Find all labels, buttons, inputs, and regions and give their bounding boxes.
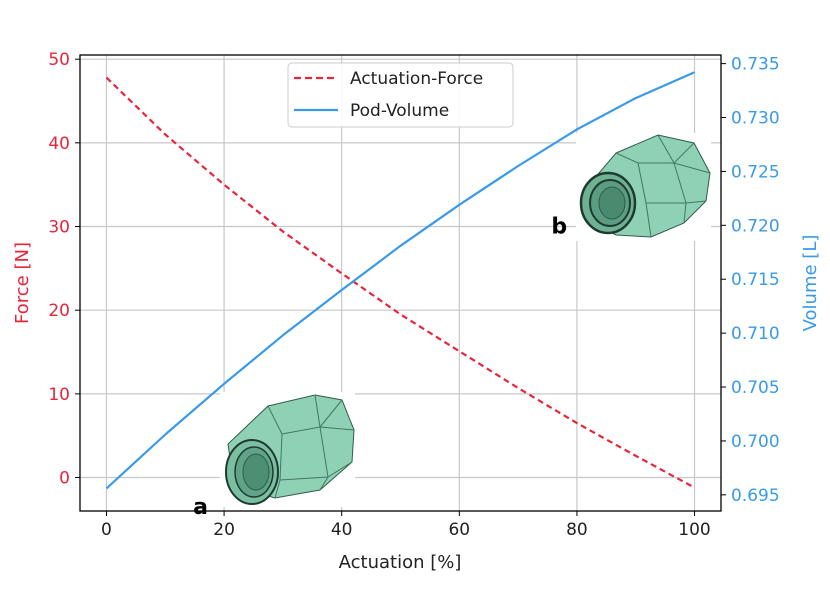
pod-image-b <box>576 133 711 241</box>
left-tick-label: 40 <box>48 134 70 154</box>
left-tick-label: 10 <box>48 385 70 405</box>
legend: Actuation-Force Pod-Volume <box>287 62 514 128</box>
right-tick-label: 0.695 <box>731 486 780 506</box>
x-tick-label: 0 <box>101 520 112 540</box>
force-series-line <box>105 76 696 489</box>
volume-series-line <box>105 71 695 490</box>
x-tick-label: 40 <box>331 520 353 540</box>
ticks: 0 20 40 60 80 100 0 10 20 30 40 50 0.695 0.700 0.705 0.… <box>48 50 779 540</box>
x-axis-label: Actuation [%] <box>339 552 462 573</box>
left-tick-label: 30 <box>48 218 70 238</box>
left-tick-label: 20 <box>48 301 70 321</box>
pod-image-a <box>220 392 355 507</box>
legend-label-volume: Pod-Volume <box>350 101 449 121</box>
right-tick-label: 0.710 <box>731 324 780 344</box>
plot-frame <box>79 54 722 512</box>
right-tick-label: 0.730 <box>731 109 780 129</box>
right-tick-label: 0.720 <box>731 216 780 236</box>
x-tick-label: 60 <box>448 520 470 540</box>
series-layer <box>105 71 696 490</box>
annotation-a: a <box>193 495 208 520</box>
x-tick-label: 20 <box>213 520 235 540</box>
x-tick-label: 80 <box>566 520 588 540</box>
left-tick-label: 0 <box>59 469 70 489</box>
right-tick-label: 0.705 <box>731 378 780 398</box>
right-tick-label: 0.735 <box>731 55 780 75</box>
annotation-b: b <box>551 214 567 239</box>
right-tick-label: 0.725 <box>731 162 780 182</box>
legend-box <box>287 62 514 128</box>
right-tick-label: 0.700 <box>731 432 780 452</box>
left-tick-label: 50 <box>48 50 70 70</box>
legend-label-force: Actuation-Force <box>350 69 483 89</box>
left-axis-label: Force [N] <box>12 242 33 324</box>
right-tick-label: 0.715 <box>731 270 780 290</box>
x-tick-label: 100 <box>678 520 710 540</box>
right-axis-label: Volume [L] <box>800 235 821 332</box>
